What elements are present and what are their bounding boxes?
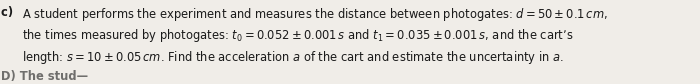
Text: D) The stud—: D) The stud—: [1, 70, 88, 83]
Text: the times measured by photogates: $t_0 = 0.052 \pm 0.001\,s$ and $t_1 = 0.035 \p: the times measured by photogates: $t_0 =…: [22, 27, 574, 44]
Text: A student performs the experiment and measures the distance between photogates: : A student performs the experiment and me…: [22, 6, 608, 23]
Text: length: $s = 10 \pm 0.05\,cm$. Find the acceleration $a$ of the cart and estimat: length: $s = 10 \pm 0.05\,cm$. Find the …: [22, 49, 564, 66]
Text: c): c): [1, 6, 20, 19]
